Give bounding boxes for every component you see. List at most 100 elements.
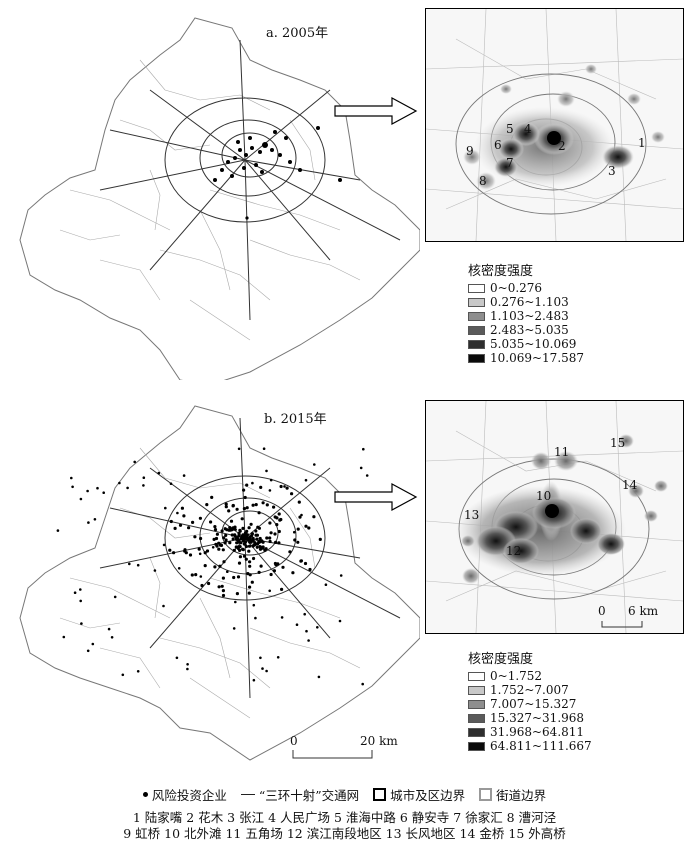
enterprise-dot [214,536,219,541]
legend-label: 5.035~10.069 [490,337,577,351]
enterprise-dot [255,537,259,541]
enterprise-dot [79,497,83,501]
inset-a-label-7: 7 [506,156,514,170]
panel-b-inset-scalebar [601,621,643,628]
enterprise-dot [133,460,136,464]
enterprise-dot [240,517,244,521]
enterprise-dot [257,511,261,515]
inset-b-label-13: 13 [464,508,479,522]
enterprise-dot [244,557,248,561]
panel-b-arrow [334,482,418,512]
enterprise-dot [197,547,201,551]
inset-b-label-12: 12 [506,544,521,558]
enterprise-dot [172,551,176,555]
panel-b-enterprise-dots [56,447,369,686]
enterprise-dot [234,600,237,604]
enterprise-dot [221,589,225,593]
enterprise-dot [113,595,117,599]
inset-b-label-15: 15 [610,436,625,450]
enterprise-dot [219,543,224,547]
legend-label: 7.007~15.327 [490,697,577,711]
inset-b-label-11: 11 [554,445,569,459]
panel-b-legend-row: 64.811~111.667 [468,739,592,753]
enterprise-dot [307,526,311,530]
enterprise-dot [96,486,99,490]
enterprise-dot [228,541,232,545]
enterprise-dot [142,476,146,479]
legend-label: 1.103~2.483 [490,309,569,323]
enterprise-dot [183,548,187,552]
enterprise-dot [87,521,90,524]
inset-a-label-4: 4 [524,122,532,136]
enterprise-dot [339,574,343,577]
panel-a-legend-title: 核密度强度 [468,264,534,279]
enterprise-dot [217,547,221,551]
enterprise-dot [248,564,252,568]
enterprise-dot [249,522,253,526]
enterprise-dot [194,573,198,577]
panel-a-legend-row: 1.103~2.483 [468,309,584,323]
enterprise-dot [118,481,121,485]
enterprise-dot [212,537,216,541]
enterprise-dot [260,539,264,543]
enterprise-dot [169,482,173,485]
enterprise-dot [245,506,249,510]
panel-b-shanghai-map [19,405,420,761]
enterprise-dot [312,515,316,519]
legend-city-boundary: 城市及区边界 [373,785,465,804]
enterprise-dot [285,486,289,490]
enterprise-dot [257,540,261,544]
enterprise-dot [362,447,365,451]
enterprise-dot [205,503,209,507]
enterprise-dot [232,627,236,630]
transport-line-icon [240,794,255,795]
legend-transport-label: “三环十射”交通网 [258,788,360,803]
enterprise-dot [264,547,268,551]
enterprise-dot [305,629,308,633]
enterprise-dot [268,539,272,544]
enterprise-dot [218,564,222,568]
enterprise-dot [233,533,237,537]
enterprise-dot [254,529,258,533]
enterprise-dot [248,536,252,541]
enterprise-dot [136,670,140,673]
enterprise-dot [198,552,202,556]
inset-scale-start: 0 [598,604,606,618]
enterprise-dot [261,545,265,549]
enterprise-dot [242,507,246,511]
place-names-line-2: 9 虹桥 10 北外滩 11 五角场 12 滨江南段地区 13 长风地区 14 … [123,826,566,841]
enterprise-dot [247,549,251,553]
enterprise-dot [188,553,193,557]
enterprise-dot [70,476,73,480]
enterprise-dot [269,572,273,577]
enterprise-dot [304,478,308,482]
place-names-line-1: 1 陆家嘴 2 花木 3 张江 4 人民广场 5 淮海中路 6 静安寺 7 徐家… [132,810,557,825]
enterprise-dot [223,527,227,531]
enterprise-dot [317,675,321,679]
panel-a-inset-map: 1 2 3 4 5 6 7 8 9 [425,8,684,242]
enterprise-dot [79,588,82,591]
panel-b-legend-title: 核密度强度 [468,652,534,667]
enterprise-dot [296,540,300,544]
enterprise-dot [252,543,256,547]
enterprise-dot [187,526,191,530]
enterprise-dot [299,559,303,563]
enterprise-dot [221,593,226,598]
enterprise-dot [235,535,239,539]
enterprise-dot [207,581,211,586]
enterprise-dot [221,548,225,552]
enterprise-dot [318,537,322,541]
legend-label: 15.327~31.968 [490,711,585,725]
enterprise-dot [153,569,157,572]
legend-swatch [468,713,485,723]
enterprise-dot [224,502,228,506]
enterprise-dot [228,526,232,530]
enterprise-dot [242,554,247,558]
enterprise-dot [198,516,202,520]
inset-a-label-5: 5 [506,122,514,136]
enterprise-dot [209,520,213,524]
enterprise-dot [254,503,258,507]
enterprise-dot [251,503,255,507]
enterprise-dot [180,506,184,510]
legend-label: 64.811~111.667 [490,739,592,753]
